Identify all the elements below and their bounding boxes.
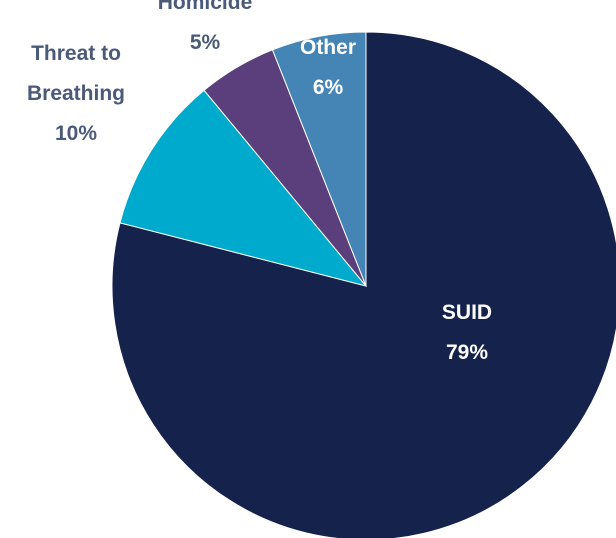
slice-label: Threat to Breathing 10% <box>27 42 125 145</box>
pie-slice <box>119 89 368 287</box>
slice-label-line: Breathing <box>27 82 125 105</box>
slice-label: SUID 79% <box>442 301 492 364</box>
pie-slice <box>271 31 367 287</box>
slice-label-line: SUID <box>442 301 492 324</box>
slice-label-line: 79% <box>446 341 488 364</box>
slice-label-line: 6% <box>313 76 344 99</box>
slice-label-line: 10% <box>55 122 97 145</box>
pie-slices <box>111 31 616 538</box>
slice-label-line: Other <box>300 36 356 59</box>
pie-labels: SUID 79% Threat to Breathing 10% Homicide 5% Ot… <box>27 0 492 364</box>
slice-label-line: Threat to <box>31 42 121 65</box>
slice-label-line: 5% <box>190 31 221 54</box>
slice-label-line: Homicide <box>158 0 253 14</box>
slice-label: Other 6% <box>300 36 356 99</box>
pie-slice <box>111 31 616 538</box>
slice-label: Homicide 5% <box>158 0 253 54</box>
